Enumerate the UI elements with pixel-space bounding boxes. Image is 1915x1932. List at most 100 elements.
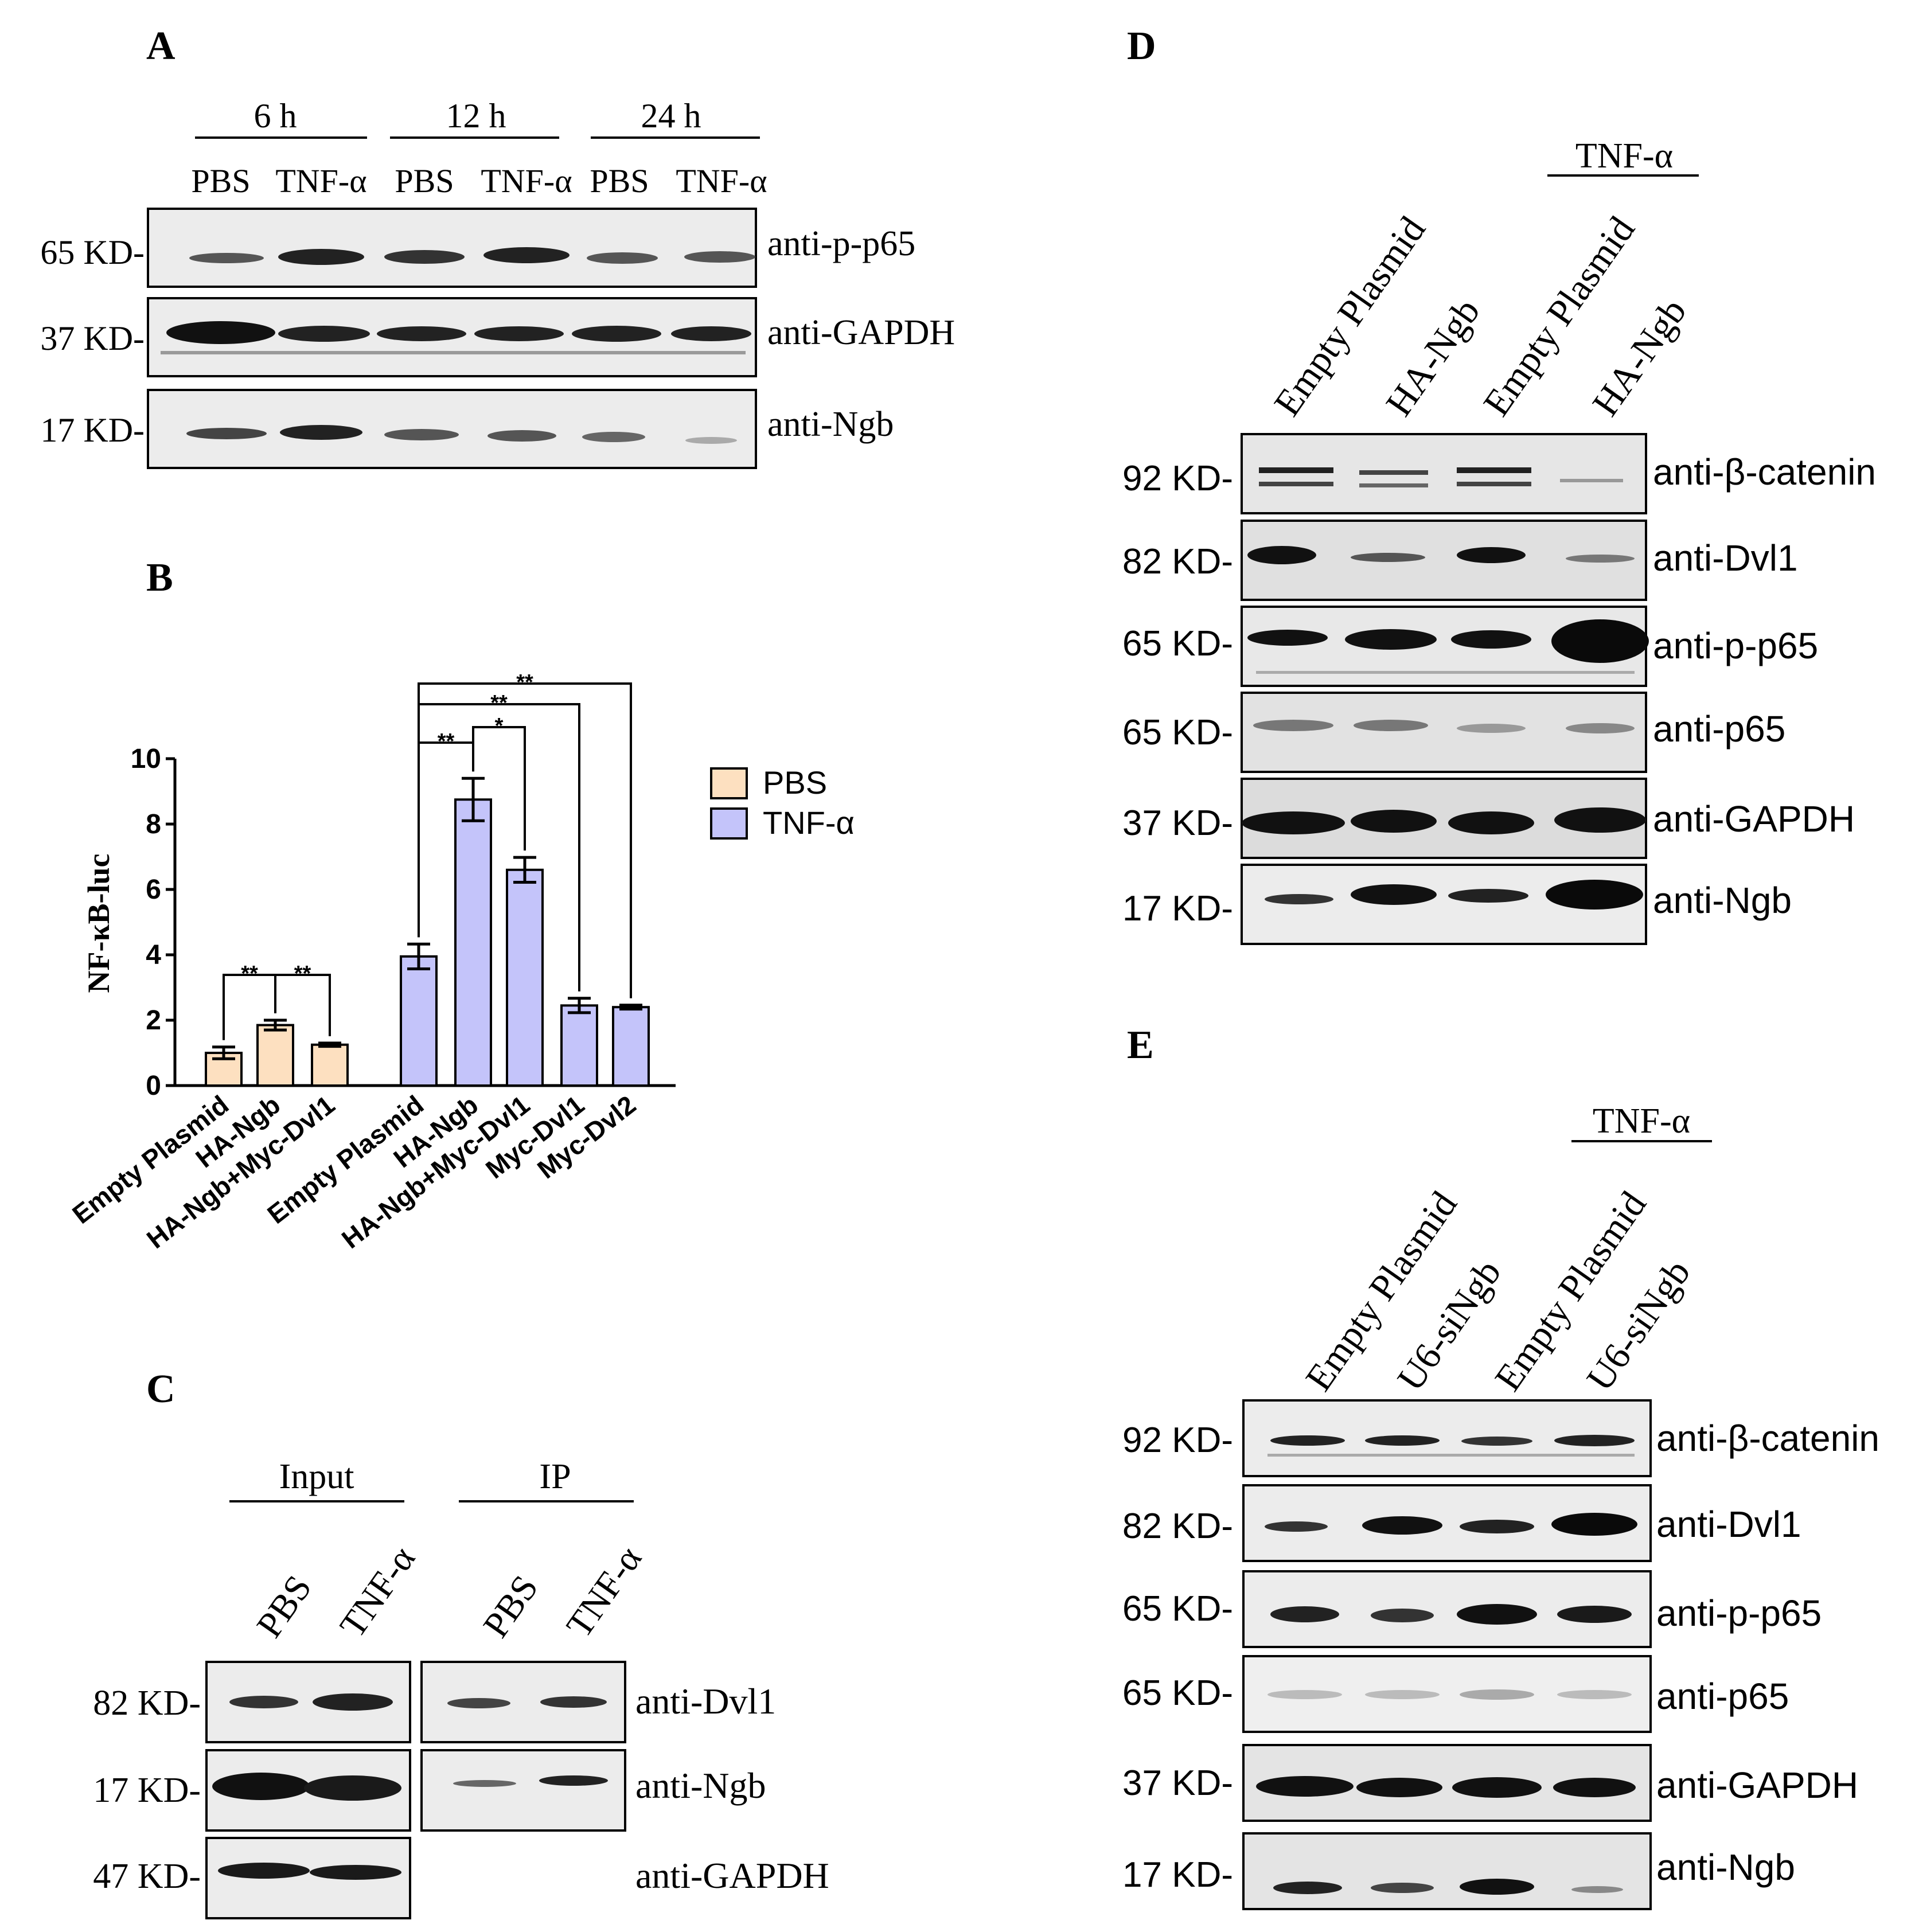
- panel-e-letter: E: [1127, 1023, 1154, 1067]
- panel-a-group-12h: 12 h: [446, 97, 506, 135]
- y-tick-label-2: 4: [146, 940, 161, 970]
- panel-c: C Input IP PBS TNF-α PBS TNF-α: [93, 1367, 829, 1919]
- panel-c-group-ip: IP: [539, 1457, 571, 1496]
- panel-c-blot-dvl1-input: [205, 1661, 411, 1743]
- panel-a-blot-gapdh: [147, 297, 757, 377]
- panel-a-group-6h: 6 h: [254, 97, 297, 135]
- bar-pbs-2: [311, 1043, 349, 1087]
- panel-d-antibody-6: anti-Ngb: [1653, 880, 1792, 921]
- significance-bracket-5: [418, 682, 632, 998]
- panel-a-antibody-3: anti-Ngb: [767, 405, 894, 444]
- panel-c-lane-2: TNF-α: [331, 1539, 423, 1645]
- y-tick-label-1: 2: [146, 1005, 161, 1036]
- bar-tnf-4: [612, 1006, 650, 1087]
- panel-a-antibody-1: anti-p-p65: [767, 224, 915, 263]
- y-tick-label-0: 0: [146, 1071, 161, 1101]
- panel-e: E TNF-α Empty Plasmid U6-siNgb Empty Pla…: [1122, 1023, 1879, 1910]
- panel-c-antibody-3: anti-GAPDH: [635, 1855, 829, 1896]
- bar-tnf-0: [400, 955, 438, 1087]
- panel-d-antibody-3: anti-p-p65: [1653, 625, 1818, 666]
- panel-e-antibody-5: anti-GAPDH: [1656, 1765, 1858, 1806]
- panel-a-blot-p-p65: [147, 208, 757, 288]
- legend-label-1: TNF-α: [763, 805, 855, 841]
- panel-e-blot-ngb: [1242, 1832, 1652, 1910]
- significance-label-3: *: [495, 714, 504, 738]
- panel-c-group-input: Input: [279, 1457, 354, 1496]
- panel-e-antibody-4: anti-p65: [1656, 1676, 1789, 1717]
- panel-a-lane-4: TNF-α: [481, 162, 572, 200]
- panel-c-blot-ngb-ip: [420, 1749, 626, 1832]
- panel-c-lane-1: PBS: [248, 1568, 319, 1645]
- panel-e-blot-p-p65: [1242, 1570, 1652, 1648]
- panel-a-blot-ngb: [147, 389, 757, 469]
- panel-d-kd-2: 82 KD-: [1122, 542, 1233, 581]
- panel-e-blot-p65: [1242, 1655, 1652, 1733]
- panel-d-blot-gapdh: [1241, 778, 1647, 859]
- panel-d: D TNF-α Empty Plasmid HA-Ngb Empty Plasm…: [1122, 24, 1876, 945]
- y-tick-label-4: 8: [146, 809, 161, 840]
- panel-d-kd-6: 17 KD-: [1122, 889, 1233, 928]
- bar-tnf-1: [454, 798, 492, 1087]
- panel-e-antibody-3: anti-p-p65: [1656, 1593, 1822, 1634]
- panel-e-treatment: TNF-α: [1593, 1102, 1690, 1141]
- panel-a-antibody-2: anti-GAPDH: [767, 313, 955, 352]
- legend-swatch-1: [710, 807, 748, 840]
- panel-c-antibody-2: anti-Ngb: [635, 1765, 766, 1806]
- panel-e-kd-1: 92 KD-: [1122, 1420, 1233, 1460]
- panel-c-blot-dvl1-ip: [420, 1661, 626, 1743]
- panel-e-antibody-1: anti-β-catenin: [1656, 1418, 1879, 1459]
- panel-e-kd-4: 65 KD-: [1122, 1673, 1233, 1713]
- significance-label-1: **: [294, 962, 311, 986]
- panel-d-lane-4: HA-Ngb: [1584, 291, 1694, 424]
- panel-e-antibody-6: anti-Ngb: [1656, 1847, 1795, 1888]
- panel-c-antibody-1: anti-Dvl1: [635, 1681, 776, 1722]
- panel-a-kd-3: 17 KD-: [40, 411, 145, 449]
- significance-label-2: **: [438, 729, 455, 754]
- panel-e-blot-beta-catenin: [1242, 1399, 1652, 1477]
- significance-label-5: **: [516, 670, 533, 694]
- y-axis-label: NF-κB-luc: [81, 854, 116, 993]
- panel-a-lane-5: PBS: [590, 162, 649, 200]
- panel-d-blot-beta-catenin: [1241, 433, 1647, 514]
- panel-d-blot-dvl1: [1241, 520, 1647, 601]
- panel-d-letter: D: [1127, 24, 1156, 68]
- panel-d-antibody-5: anti-GAPDH: [1653, 798, 1855, 840]
- panel-a-kd-2: 37 KD-: [40, 319, 145, 357]
- panel-d-antibody-1: anti-β-catenin: [1653, 451, 1876, 493]
- bar-tnf-3: [560, 1004, 598, 1087]
- panel-e-kd-3: 65 KD-: [1122, 1589, 1233, 1629]
- significance-bracket-1: [274, 974, 331, 1036]
- panel-e-kd-5: 37 KD-: [1122, 1763, 1233, 1803]
- panel-d-kd-1: 92 KD-: [1122, 459, 1233, 498]
- panel-a-lane-3: PBS: [395, 162, 454, 200]
- panel-a-lane-1: PBS: [191, 162, 250, 200]
- bar-pbs-1: [256, 1024, 294, 1087]
- panel-c-kd-2: 17 KD-: [93, 1771, 201, 1810]
- panel-d-kd-4: 65 KD-: [1122, 713, 1233, 752]
- legend-label-0: PBS: [763, 764, 827, 801]
- significance-label-4: **: [490, 691, 508, 715]
- panel-d-antibody-4: anti-p65: [1653, 708, 1785, 750]
- panel-a-lane-6: TNF-α: [676, 162, 767, 200]
- panel-e-antibody-2: anti-Dvl1: [1656, 1504, 1801, 1545]
- panel-d-kd-3: 65 KD-: [1122, 624, 1233, 663]
- panel-b-letter: B: [146, 556, 173, 600]
- panel-d-lane-2: HA-Ngb: [1378, 291, 1488, 424]
- panel-d-blot-ngb: [1241, 864, 1647, 945]
- panel-d-blot-p65: [1241, 692, 1647, 773]
- panel-c-lane-4: TNF-α: [558, 1539, 649, 1645]
- panel-d-antibody-2: anti-Dvl1: [1653, 537, 1798, 579]
- legend-swatch-0: [710, 767, 748, 799]
- panel-a-group-24h: 24 h: [641, 97, 701, 135]
- panel-d-kd-5: 37 KD-: [1122, 803, 1233, 843]
- panel-c-lane-3: PBS: [475, 1568, 545, 1645]
- panel-c-kd-3: 47 KD-: [93, 1857, 201, 1896]
- significance-label-0: **: [241, 962, 258, 986]
- panel-d-treatment: TNF-α: [1575, 136, 1673, 175]
- panel-a: A 6 h 12 h 24 h PBS TNF-α PBS TNF-α PBS …: [40, 24, 955, 469]
- panel-e-blot-gapdh: [1242, 1744, 1652, 1822]
- panel-c-letter: C: [146, 1367, 175, 1411]
